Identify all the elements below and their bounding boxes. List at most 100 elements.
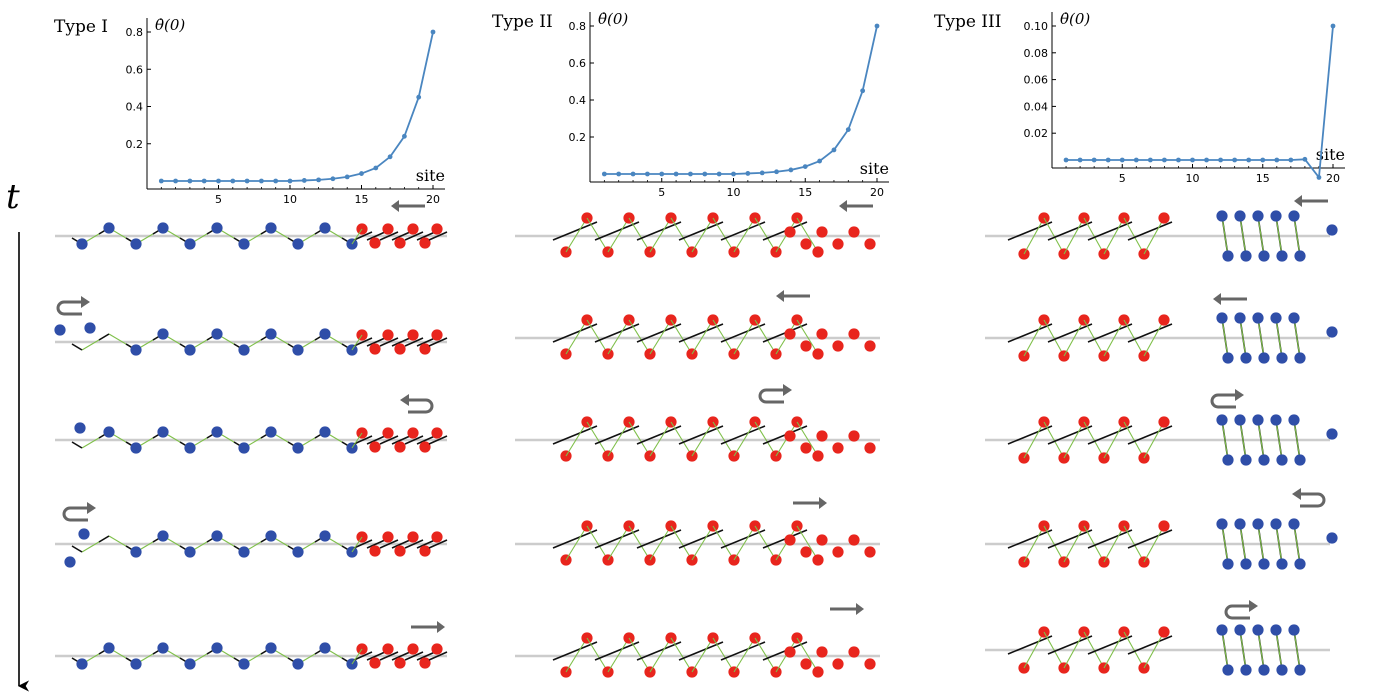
red-node bbox=[1158, 520, 1170, 532]
data-point bbox=[1147, 157, 1153, 163]
data-point bbox=[430, 29, 436, 35]
type-1-snapshot bbox=[55, 394, 448, 454]
rod bbox=[416, 651, 436, 661]
blue-node bbox=[1270, 312, 1282, 324]
blue-node bbox=[211, 328, 223, 340]
spring-link bbox=[649, 319, 672, 355]
spring-link bbox=[1143, 217, 1165, 255]
spring-link bbox=[1103, 217, 1125, 255]
data-point bbox=[874, 23, 880, 29]
rod bbox=[404, 231, 424, 241]
data-point bbox=[1091, 157, 1097, 163]
blue-node bbox=[265, 426, 277, 438]
spring-link bbox=[586, 637, 609, 673]
arrow-head bbox=[400, 394, 409, 406]
rod bbox=[594, 221, 640, 241]
spring-link bbox=[607, 421, 630, 457]
rod bbox=[404, 435, 424, 445]
blue-node bbox=[1252, 210, 1264, 222]
type-3-snapshot bbox=[985, 600, 1330, 676]
blue-node bbox=[238, 658, 250, 670]
rod bbox=[552, 323, 598, 343]
series-line bbox=[161, 31, 434, 182]
rod bbox=[428, 435, 448, 445]
blue-node bbox=[1270, 518, 1282, 530]
data-point bbox=[1176, 157, 1181, 163]
spring-link bbox=[1123, 421, 1145, 459]
blue-node bbox=[211, 426, 223, 438]
data-point bbox=[230, 178, 236, 184]
blue-node bbox=[1288, 312, 1300, 324]
blue-node bbox=[64, 556, 76, 568]
rod bbox=[416, 231, 436, 241]
data-point bbox=[301, 178, 307, 183]
data-point bbox=[259, 178, 264, 184]
arrow-head bbox=[1292, 488, 1301, 500]
blue-node bbox=[76, 658, 88, 670]
blue-node bbox=[184, 344, 196, 356]
blue-node bbox=[319, 426, 331, 438]
red-node bbox=[832, 546, 844, 558]
blue-node bbox=[1270, 414, 1282, 426]
blue-node bbox=[1222, 454, 1234, 466]
blue-node bbox=[1222, 250, 1234, 262]
y-tick-label: 0.8 bbox=[126, 26, 144, 39]
spring-link bbox=[1123, 217, 1145, 255]
spring-link bbox=[1143, 421, 1165, 459]
red-node bbox=[369, 545, 381, 557]
blue-node bbox=[211, 222, 223, 234]
blue-node bbox=[184, 658, 196, 670]
spring-link bbox=[796, 421, 819, 457]
data-point bbox=[416, 94, 422, 100]
rod bbox=[1007, 635, 1053, 655]
spring-link bbox=[607, 217, 630, 253]
spring-link bbox=[1257, 523, 1265, 565]
rod bbox=[720, 221, 766, 241]
spring-link bbox=[796, 525, 819, 561]
spring-link bbox=[754, 319, 777, 355]
red-node bbox=[800, 658, 812, 670]
red-node bbox=[848, 226, 860, 238]
blue-node bbox=[1234, 312, 1246, 324]
red-node bbox=[812, 246, 824, 258]
rod bbox=[1127, 323, 1173, 343]
red-node bbox=[812, 554, 824, 566]
spring-link bbox=[691, 525, 714, 561]
blue-node bbox=[292, 442, 304, 454]
data-point bbox=[1274, 157, 1280, 163]
spring-link bbox=[1023, 217, 1045, 255]
arrow-head bbox=[856, 603, 864, 615]
rod bbox=[594, 529, 640, 549]
red-node bbox=[382, 531, 394, 543]
data-point bbox=[630, 171, 636, 177]
data-point bbox=[1077, 157, 1083, 163]
data-point bbox=[802, 164, 808, 170]
rod bbox=[636, 221, 682, 241]
blue-node bbox=[211, 642, 223, 654]
spring-link bbox=[1239, 215, 1247, 257]
spring-link bbox=[1083, 631, 1105, 669]
y-tick-label: 0.08 bbox=[1024, 47, 1049, 60]
blue-node bbox=[1252, 414, 1264, 426]
red-node bbox=[864, 340, 876, 352]
red-node bbox=[407, 329, 419, 341]
type-1-velocity-chart: 5 10 15 20 0.2 0.4 0.6 0.8 site θ̇(0) bbox=[126, 16, 445, 206]
red-node bbox=[812, 348, 824, 360]
spring-link bbox=[628, 319, 651, 355]
blue-node bbox=[1216, 312, 1228, 324]
rod bbox=[379, 435, 399, 445]
rod bbox=[71, 343, 83, 351]
data-point bbox=[788, 167, 794, 173]
u-turn-arrow bbox=[62, 506, 88, 522]
rod bbox=[678, 529, 724, 549]
data-point bbox=[601, 171, 607, 177]
x-axis-label: site bbox=[860, 159, 889, 178]
x-tick-label: 20 bbox=[426, 193, 440, 206]
spring-link bbox=[1103, 631, 1125, 669]
spring-link bbox=[628, 421, 651, 457]
blue-node bbox=[292, 344, 304, 356]
rod bbox=[552, 425, 598, 445]
red-node bbox=[784, 226, 796, 238]
red-node bbox=[1158, 314, 1170, 326]
red-node bbox=[800, 546, 812, 558]
